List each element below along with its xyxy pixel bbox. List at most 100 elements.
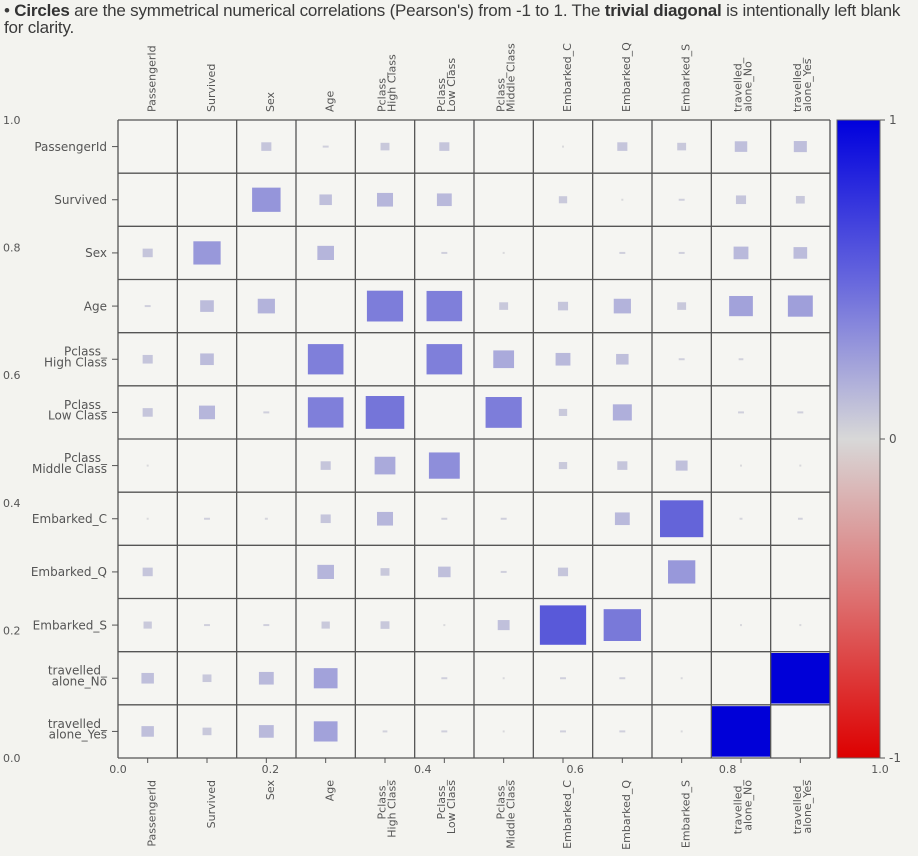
- column-label-bottom-text-line: Survived: [205, 780, 218, 828]
- row-label-text-line: Pclass_: [64, 451, 108, 465]
- column-label-bottom-text-line: Pclass_: [435, 780, 448, 820]
- column-label-top-text: Pclass_High Class: [376, 54, 399, 112]
- column-label-bottom-text-line: Embarked_C: [561, 780, 574, 849]
- row-label-text: PassengerId: [34, 140, 107, 154]
- correlation-marker: [441, 730, 448, 733]
- colorbar: [836, 119, 881, 759]
- column-label-top-text: Age: [324, 90, 337, 112]
- column-label-bottom-text: Pclass_Middle Class: [494, 780, 517, 849]
- correlation-marker: [729, 295, 753, 317]
- colorbar-tick-label: 1: [889, 113, 897, 127]
- stray-y-tick-label: 0.8: [3, 242, 21, 255]
- row-label-text-line: travelled_: [48, 717, 108, 731]
- column-label-top: Pclass_High Class: [376, 54, 399, 112]
- column-label-bottom: Embarked_S: [680, 780, 693, 848]
- column-label-top-text: Embarked_S: [680, 44, 693, 112]
- column-label-top-text-line: Pclass_: [376, 72, 389, 112]
- column-label-top-text-line: Survived: [205, 64, 218, 112]
- column-label-bottom: Embarked_C: [561, 780, 574, 849]
- correlation-marker: [711, 706, 771, 757]
- correlation-marker: [443, 624, 446, 627]
- correlation-marker: [380, 142, 390, 151]
- correlation-marker: [675, 460, 688, 471]
- stray-y-tick-label: 0.6: [3, 369, 21, 382]
- correlation-marker: [502, 730, 505, 733]
- correlation-marker: [557, 301, 569, 311]
- correlation-marker: [793, 141, 807, 153]
- row-label-text-line: Middle Class: [32, 462, 107, 476]
- column-label-bottom-text-line: Low Class: [445, 780, 458, 834]
- caption-text: are the symmetrical numerical correlatio…: [69, 1, 605, 20]
- correlation-marker: [797, 411, 804, 414]
- correlation-marker: [193, 241, 221, 265]
- row-label: Pclass_ High Class: [44, 345, 108, 370]
- column-label-top-text-line: Pclass_: [435, 72, 448, 112]
- column-label-bottom-text: Age: [324, 780, 337, 802]
- correlation-marker: [680, 677, 683, 680]
- correlation-marker: [257, 298, 275, 314]
- column-label-top-text: PassengerId: [146, 45, 159, 112]
- correlation-marker: [142, 354, 153, 364]
- correlation-marker: [441, 677, 448, 680]
- row-label-text-line: Survived: [54, 193, 107, 207]
- correlation-marker: [616, 353, 629, 365]
- correlation-marker: [677, 302, 687, 310]
- caption: • Circles are the symmetrical numerical …: [4, 2, 914, 36]
- column-label-top: travelled_alone_Yes: [791, 57, 814, 112]
- correlation-marker: [426, 344, 463, 375]
- column-label-bottom-text-line: High Class: [386, 780, 399, 838]
- column-label-bottom: travelled_alone_No: [732, 780, 755, 835]
- stray-y-tick-label: 0.0: [3, 752, 21, 765]
- correlation-marker: [797, 517, 803, 520]
- row-label-text: Embarked_Q: [31, 565, 107, 579]
- row-label-text-line: Age: [84, 299, 107, 313]
- column-label-top: Pclass_Middle Class: [494, 43, 517, 112]
- correlation-marker: [439, 142, 450, 151]
- correlation-marker: [668, 560, 696, 584]
- row-label-text: Age: [84, 299, 107, 313]
- row-label-text-line: High Class: [44, 355, 107, 369]
- column-label-top-text: Embarked_C: [561, 43, 574, 112]
- correlation-marker: [142, 408, 153, 417]
- correlation-marker: [770, 652, 830, 704]
- column-label-bottom-text: Embarked_S: [680, 780, 693, 848]
- stray-y-tick-label: 0.4: [3, 497, 21, 510]
- column-label-bottom-text: Survived: [205, 780, 218, 828]
- column-label-bottom-text-line: alone_Yes: [801, 780, 814, 834]
- column-label-top-text: Survived: [205, 64, 218, 112]
- column-label-bottom-text: Embarked_C: [561, 780, 574, 849]
- row-label-text-line: Sex: [85, 246, 107, 260]
- correlation-marker: [144, 305, 151, 308]
- correlation-marker: [485, 397, 522, 428]
- column-label-bottom-text-line: Embarked_S: [680, 780, 693, 848]
- column-label-bottom: PassengerId: [146, 780, 159, 847]
- correlation-marker: [376, 511, 394, 526]
- column-label-top-text-line: Embarked_S: [680, 44, 693, 112]
- row-label: Sex: [85, 246, 107, 260]
- row-label-text-line: alone_Yes: [49, 728, 107, 742]
- correlation-marker: [322, 145, 329, 148]
- correlation-marker: [317, 564, 334, 579]
- correlation-marker: [621, 198, 624, 201]
- stray-y-tick-label: 0.2: [3, 624, 21, 637]
- row-label: PassengerId: [34, 140, 107, 154]
- row-label: travelled_ alone_Yes: [48, 717, 108, 742]
- column-label-top-text-line: PassengerId: [146, 45, 159, 112]
- column-label-top-text: Pclass_Middle Class: [494, 43, 517, 112]
- correlation-marker: [264, 517, 268, 520]
- correlation-marker: [313, 668, 338, 689]
- column-label-bottom-text: Pclass_Low Class: [435, 780, 458, 835]
- column-label-top-text: travelled_alone_No: [732, 57, 755, 112]
- column-label-top: Sex: [264, 91, 277, 112]
- row-label-text: Pclass_ High Class: [44, 345, 108, 370]
- correlation-marker: [560, 677, 566, 680]
- correlation-marker: [603, 609, 642, 641]
- correlation-marker: [142, 567, 153, 577]
- row-label-text-line: Embarked_S: [33, 618, 107, 632]
- stray-x-tick-label: 1.0: [871, 763, 889, 776]
- correlation-marker: [619, 677, 626, 680]
- correlation-marker: [677, 142, 687, 151]
- correlation-marker: [261, 142, 272, 151]
- stray-y-tick-label: 1.0: [3, 114, 21, 127]
- correlation-marker: [502, 677, 505, 680]
